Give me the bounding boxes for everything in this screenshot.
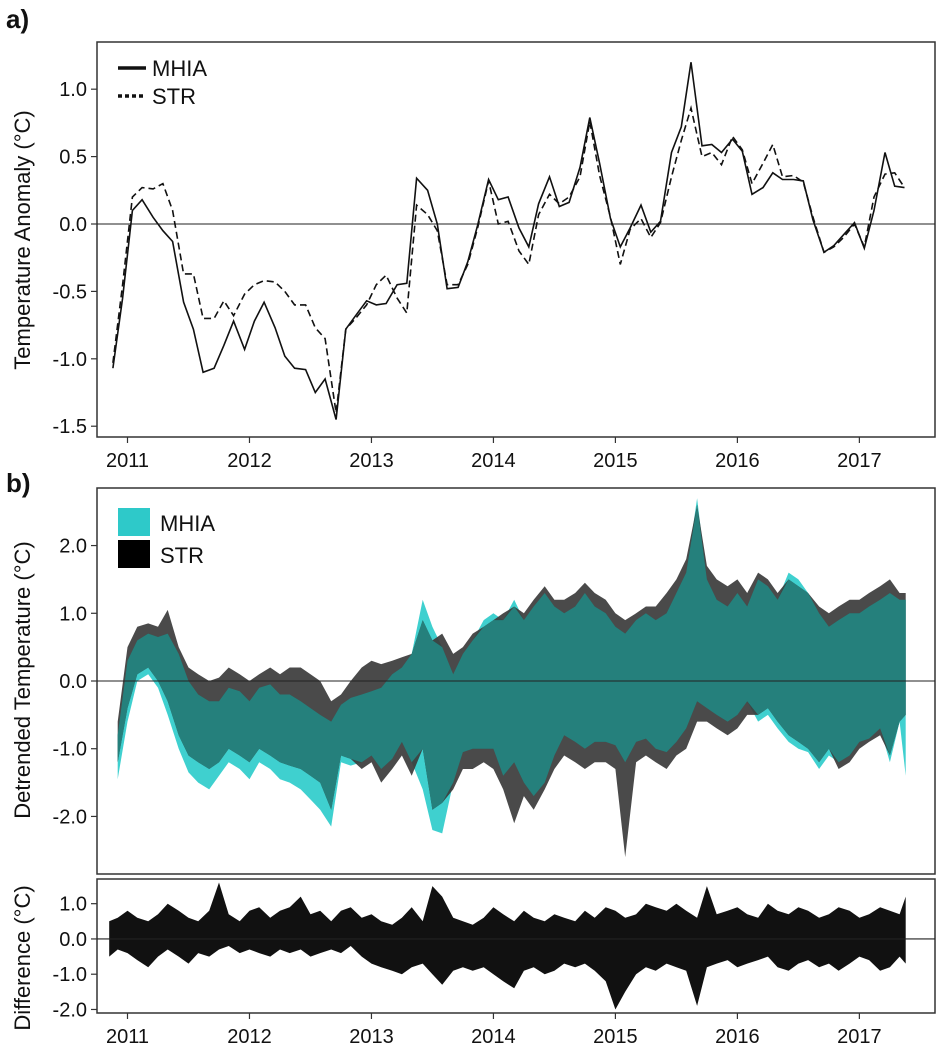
panel-b-ytick-label: -1.0 bbox=[53, 739, 87, 761]
panel-a-xtick-label: 2015 bbox=[593, 450, 638, 472]
legend-mhia-label: MHIA bbox=[152, 56, 207, 81]
panel-b-ylabel: Detrended Temperature (°C) bbox=[10, 541, 35, 818]
panel-c-chart: Difference (°C) 1.00.0-1.0-2.0 2011 2012 2… bbox=[10, 878, 936, 1046]
panel-b-legend: MHIA STR bbox=[118, 508, 215, 568]
panel-c-xtick-label: 2012 bbox=[227, 1026, 272, 1046]
panel-c-ytick-label: 1.0 bbox=[59, 894, 87, 916]
panel-a-xtick-label: 2017 bbox=[837, 450, 882, 472]
panel-b-ytick-label: 0.0 bbox=[59, 671, 87, 693]
panel-c-marks bbox=[97, 882, 935, 1010]
panel-a-xtick-label: 2016 bbox=[715, 450, 760, 472]
panel-a-ytick-label: -0.5 bbox=[53, 281, 87, 303]
panel-b-ytick-label: -2.0 bbox=[53, 806, 87, 828]
panel-a-chart: Temperature Anomaly (°C) 1.0 0.5 0.0 -0.5 -1… bbox=[10, 41, 936, 472]
panel-c-xtick-label: 2011 bbox=[106, 1026, 149, 1046]
panel-a-ytick-label: 0.5 bbox=[59, 147, 87, 169]
panel-c-xtick-label: 2017 bbox=[837, 1026, 882, 1046]
legend-str-label: STR bbox=[152, 84, 196, 109]
series-area-difference bbox=[109, 882, 906, 1010]
panel-a-ytick-label: -1.5 bbox=[53, 416, 87, 438]
panel-c-ylabel: Difference (°C) bbox=[10, 885, 35, 1030]
legend-str-swatch bbox=[118, 540, 150, 568]
panel-a-legend: MHIA STR bbox=[118, 56, 207, 109]
panel-c-xtick-label: 2015 bbox=[593, 1026, 638, 1046]
panel-a-xtick-label: 2012 bbox=[227, 450, 272, 472]
panel-c-xticks: 2011 2012 2013 2014 2015 2016 2017 bbox=[106, 1013, 882, 1046]
panel-c-ytick-label: 0.0 bbox=[59, 929, 87, 951]
series-line-str bbox=[112, 104, 906, 413]
panel-a-xtick-label: 2013 bbox=[349, 450, 394, 472]
panel-c-xtick-label: 2014 bbox=[471, 1026, 516, 1046]
legend-b-str-label: STR bbox=[160, 543, 204, 568]
series-area-overlap bbox=[117, 504, 906, 810]
panel-a-ytick-label: -1.0 bbox=[53, 349, 87, 371]
panel-a-frame bbox=[96, 41, 936, 438]
panel-b-chart: Detrended Temperature (°C) 2.0 1.0 0.0 -1.0… bbox=[10, 487, 936, 875]
panel-a-ytick-label: 0.0 bbox=[59, 214, 87, 236]
panel-b-ytick-label: 2.0 bbox=[59, 536, 87, 558]
panel-a-yticks: 1.0 0.5 0.0 -0.5 -1.0 -1.5 bbox=[53, 79, 97, 438]
panel-a-label: a) bbox=[6, 4, 29, 34]
legend-b-mhia-label: MHIA bbox=[160, 511, 215, 536]
panel-a-xticks: 2011 2012 2013 2014 2015 2016 2017 bbox=[106, 437, 882, 472]
panel-b-marks bbox=[97, 498, 935, 858]
panel-c-ytick-label: -2.0 bbox=[53, 999, 87, 1021]
panel-c-xtick-label: 2013 bbox=[349, 1026, 394, 1046]
panel-b-label: b) bbox=[6, 468, 31, 498]
panel-b-yticks: 2.0 1.0 0.0 -1.0 -2.0 bbox=[53, 536, 97, 828]
series-line-mhia bbox=[112, 62, 905, 420]
panel-a-xtick-label: 2011 bbox=[106, 450, 149, 472]
panel-a-ytick-label: 1.0 bbox=[59, 79, 87, 101]
panel-a-marks bbox=[97, 62, 935, 420]
panel-c-yticks: 1.0 0.0 -1.0 -2.0 bbox=[53, 894, 97, 1021]
panel-a-ylabel: Temperature Anomaly (°C) bbox=[10, 110, 35, 369]
panel-c-ytick-label: -1.0 bbox=[53, 964, 87, 986]
panel-c-xtick-label: 2016 bbox=[715, 1026, 760, 1046]
panel-a-xtick-label: 2014 bbox=[471, 450, 516, 472]
legend-mhia-swatch bbox=[118, 508, 150, 536]
panel-c-frame bbox=[96, 878, 936, 1014]
panel-b-ytick-label: 1.0 bbox=[59, 603, 87, 625]
